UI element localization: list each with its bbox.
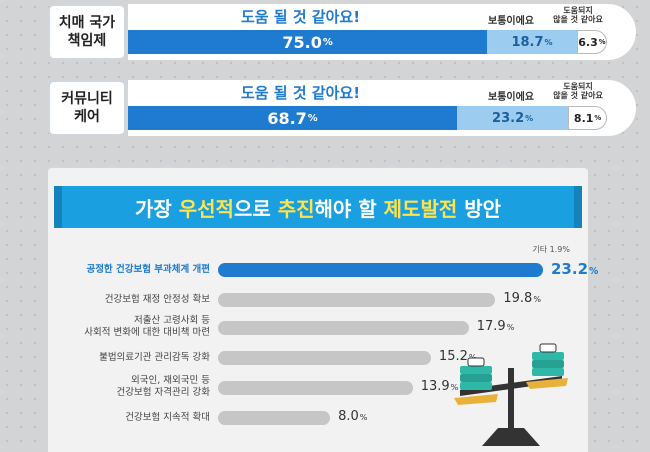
bar-segment: 68.7%	[128, 106, 458, 130]
bar-row: 저출산 고령사회 등 사회적 변화에 대한 대비책 마련 17.9%	[48, 315, 588, 348]
bar-label: 저출산 고령사회 등 사회적 변화에 대한 대비책 마련	[84, 315, 210, 338]
bar-row: 외국인, 재외국민 등 건강보험 자격관리 강화 13.9%	[48, 375, 588, 408]
bar-segment: 6.3%	[576, 30, 607, 54]
column-header: 도움 될 것 같아요!	[240, 8, 361, 26]
bar	[218, 293, 496, 307]
title-part: 우선적	[178, 196, 234, 221]
segment-value: 6.3	[578, 35, 598, 49]
bar-value: 17.9%	[476, 319, 515, 334]
bar-row: 공정한 건강보험 부과체계 개편 23.2%	[48, 260, 598, 290]
column-header: 도움되지 않을 것 같아요	[553, 82, 603, 100]
title-part: 제도발전	[383, 196, 458, 221]
bar	[218, 351, 431, 365]
bar-label: 건강보험 지속적 확대	[125, 412, 210, 423]
bar-segment: 23.2%	[457, 106, 569, 130]
bar	[218, 411, 331, 425]
bar-segment: 18.7%	[487, 30, 577, 54]
bar-row: 건강보험 재정 안정성 확보 19.8%	[48, 291, 588, 320]
segment-value: 18.7	[511, 34, 544, 50]
bar-label: 불법의료기관 관리감독 강화	[99, 352, 210, 363]
row-label: 커뮤니티 케어	[48, 80, 126, 136]
title-part: 가장	[134, 196, 179, 221]
column-header: 도움 될 것 같아요!	[240, 84, 361, 102]
stacked-bar: 75.0% 18.7% 6.3%	[128, 30, 607, 54]
other-note: 기타 1.9%	[532, 245, 570, 254]
bar-value: 19.8%	[503, 291, 541, 306]
stacked-row: 커뮤니티 케어 도움 될 것 같아요! 보통이에요 도움되지 않을 것 같아요 68.7…	[48, 80, 636, 136]
row-bar-box: 도움 될 것 같아요! 보통이에요 도움되지 않을 것 같아요 68.7% 23.2% 8…	[128, 80, 636, 136]
bar-value: 8.0%	[338, 409, 368, 424]
bar	[218, 381, 413, 395]
title-part: 추진	[277, 196, 315, 221]
segment-value: 23.2	[492, 110, 525, 126]
column-header: 보통이에요	[488, 16, 534, 27]
bar	[218, 263, 543, 277]
bar-value: 23.2%	[551, 260, 599, 278]
bar	[218, 321, 469, 335]
bar-value: 13.9%	[420, 379, 459, 394]
row-label: 치매 국가 책임제	[48, 4, 126, 60]
chart-title: 가장 우선적 으로 추진 해야 할 제도발전 방안	[54, 186, 582, 228]
title-part: 으로	[233, 196, 278, 221]
bar-label: 외국인, 재외국민 등 건강보험 자격관리 강화	[116, 375, 210, 398]
column-header: 도움되지 않을 것 같아요	[553, 6, 603, 24]
bar-label: 공정한 건강보험 부과체계 개편	[86, 264, 210, 275]
priority-card: 가장 우선적 으로 추진 해야 할 제도발전 방안 기타 1.9% 공정한 건강보험…	[48, 168, 598, 452]
segment-value: 68.7	[267, 108, 307, 128]
column-header: 보통이에요	[488, 92, 534, 103]
title-part: 방안	[457, 196, 502, 221]
bar-label: 건강보험 재정 안정성 확보	[104, 294, 210, 305]
bar-segment: 8.1%	[568, 106, 607, 130]
stacked-row: 치매 국가 책임제 도움 될 것 같아요! 보통이에요 도움되지 않을 것 같아요 75…	[48, 4, 636, 60]
bar-row: 건강보험 지속적 확대 8.0%	[48, 409, 588, 438]
segment-value: 75.0	[282, 32, 322, 52]
bar-segment: 75.0%	[128, 30, 488, 54]
row-bar-box: 도움 될 것 같아요! 보통이에요 도움되지 않을 것 같아요 75.0% 18.7% 6…	[128, 4, 636, 60]
segment-value: 8.1	[573, 111, 594, 125]
stacked-bar: 68.7% 23.2% 8.1%	[128, 106, 607, 130]
balance-scale-icon	[454, 343, 568, 446]
title-part: 해야 할	[314, 196, 384, 221]
